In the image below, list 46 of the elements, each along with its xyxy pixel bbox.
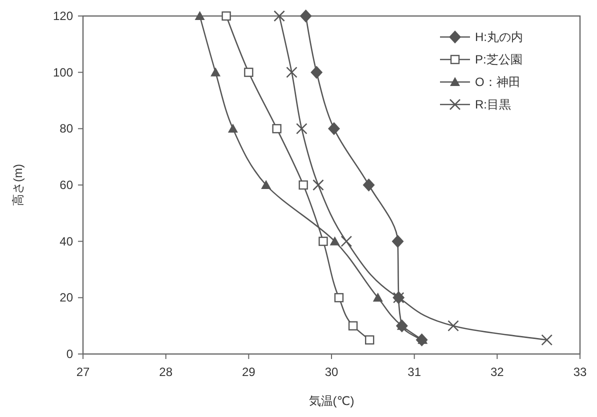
x-tick-label: 30 bbox=[324, 365, 338, 379]
point bbox=[328, 122, 340, 136]
y-tick-label: 0 bbox=[66, 347, 74, 361]
point bbox=[392, 234, 404, 248]
point bbox=[348, 321, 358, 330]
point bbox=[210, 67, 221, 76]
x-tick-label: 29 bbox=[242, 365, 256, 379]
legend-label: P:芝公園 bbox=[475, 52, 522, 66]
point bbox=[194, 11, 205, 20]
point bbox=[334, 293, 344, 302]
point bbox=[274, 10, 285, 22]
y-tick-label: 60 bbox=[60, 178, 74, 192]
y-tick-label: 40 bbox=[60, 234, 74, 248]
x-tick-label: 28 bbox=[159, 365, 173, 379]
point bbox=[318, 236, 328, 246]
point bbox=[448, 320, 459, 332]
point bbox=[362, 178, 375, 192]
x-axis-title: 気温(℃) bbox=[308, 394, 354, 408]
y-tick-label: 100 bbox=[52, 65, 74, 80]
y-tick-label: 80 bbox=[60, 122, 74, 136]
point bbox=[340, 236, 352, 247]
y-tick-label: 120 bbox=[52, 9, 74, 23]
point bbox=[330, 236, 340, 246]
point bbox=[300, 10, 312, 22]
point bbox=[372, 292, 383, 302]
point bbox=[365, 335, 374, 345]
point bbox=[261, 180, 272, 189]
x-tick-label: 32 bbox=[490, 365, 504, 379]
x-tick-label: 31 bbox=[408, 365, 422, 379]
x-tick-label: 27 bbox=[76, 365, 90, 379]
point bbox=[272, 124, 282, 134]
y-tick-label: 20 bbox=[60, 290, 74, 305]
point bbox=[296, 123, 308, 134]
point bbox=[244, 68, 254, 77]
point bbox=[312, 179, 324, 191]
point bbox=[222, 11, 231, 21]
point bbox=[228, 124, 238, 133]
legend-label: H:丸の内 bbox=[475, 30, 523, 44]
x-tick-label: 33 bbox=[573, 365, 587, 379]
point bbox=[298, 180, 308, 190]
point bbox=[541, 334, 553, 346]
point bbox=[286, 66, 298, 78]
y-axis-title: 高さ(m) bbox=[11, 164, 25, 206]
legend-label: R:目黒 bbox=[475, 98, 511, 112]
point bbox=[310, 66, 323, 79]
legend-label: O：神田 bbox=[475, 75, 520, 89]
